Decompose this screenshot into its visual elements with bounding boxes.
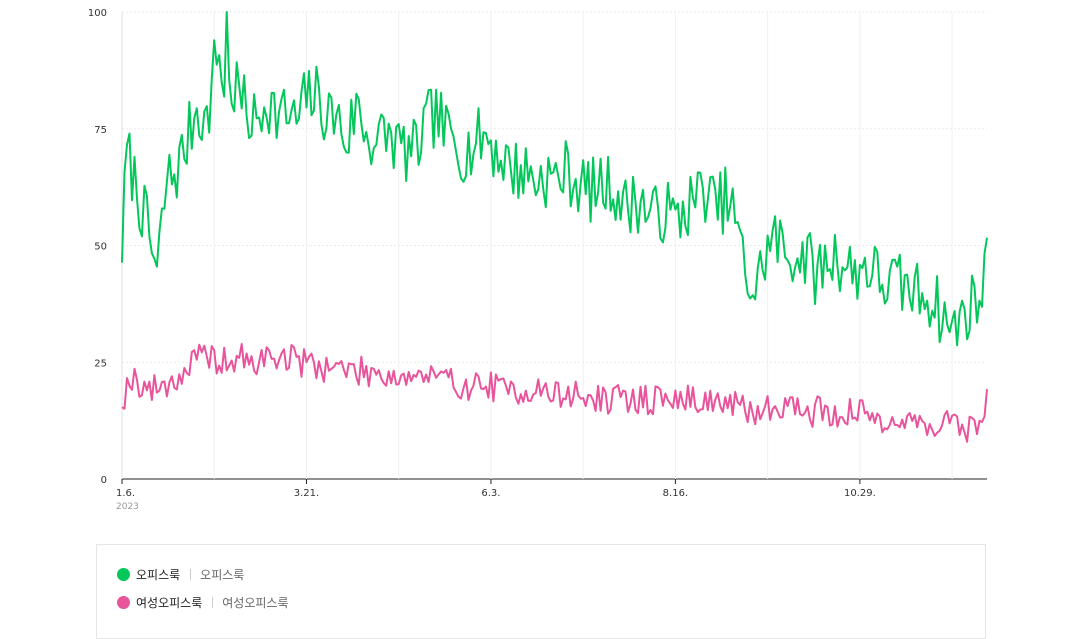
x-tick-label: 1.6. xyxy=(116,488,135,499)
legend-item-women-officelook[interactable]: 여성오피스룩 여성오피스룩 xyxy=(117,593,289,611)
trend-chart: 0 25 50 75 100 1.6. 3.21. 6.3. 8.16. 10.29. 2023 xyxy=(88,8,988,512)
x-tick-label: 6.3. xyxy=(481,488,500,499)
trend-chart-svg: 0 25 50 75 100 1.6. 3.21. 6.3. 8.16. 10.29. 2023 xyxy=(88,8,988,512)
legend-series-name: 오피스룩 xyxy=(136,567,181,582)
legend-series-name: 여성오피스룩 xyxy=(136,595,203,610)
series-line-1 xyxy=(121,343,988,443)
legend-divider xyxy=(212,596,214,608)
legend-dot-officelook xyxy=(117,567,130,581)
legend-dot-women-officelook xyxy=(117,595,130,609)
y-tick-label: 50 xyxy=(94,242,107,253)
y-tick-label: 25 xyxy=(94,358,107,369)
y-tick-label: 75 xyxy=(94,125,107,136)
x-tick-label: 8.16. xyxy=(663,488,688,499)
legend-panel: 오피스룩 오피스룩 여성오피스룩 여성오피스룩 xyxy=(96,544,986,639)
x-year-label: 2023 xyxy=(116,502,139,512)
legend-keyword: 여성오피스룩 xyxy=(222,595,289,610)
x-tick-label: 3.21. xyxy=(294,488,319,499)
series-line-0 xyxy=(121,11,988,347)
x-tick-label: 10.29. xyxy=(844,488,876,499)
y-tick-label: 100 xyxy=(88,8,107,19)
legend-divider xyxy=(190,568,192,580)
y-tick-label: 0 xyxy=(101,475,107,486)
legend-item-officelook[interactable]: 오피스룩 오피스룩 xyxy=(117,565,244,583)
legend-keyword: 오피스룩 xyxy=(200,567,245,582)
